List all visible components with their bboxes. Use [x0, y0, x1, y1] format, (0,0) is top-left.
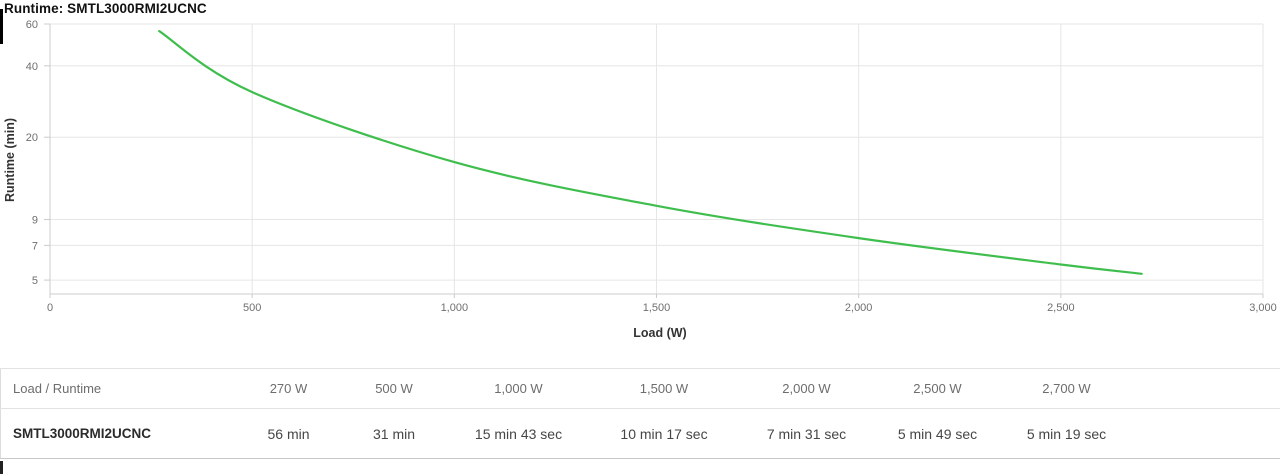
y-tick-label: 7: [32, 240, 38, 252]
runtime-cell-2000w: 7 min 31 sec: [739, 408, 874, 459]
col-header-270w: 270 W: [237, 368, 340, 409]
x-axis-title: Load (W): [633, 326, 686, 340]
runtime-cell-filler: [1131, 408, 1280, 459]
model-name-cell: SMTL3000RMI2UCNC: [0, 408, 238, 459]
x-tick-label: 2,000: [845, 302, 873, 314]
runtime-cell-500w: 31 min: [339, 408, 449, 459]
table-header-row: Load / Runtime 270 W 500 W 1,000 W 1,500…: [0, 368, 1280, 409]
col-header-filler: [1131, 368, 1280, 409]
y-tick-label: 20: [26, 132, 38, 144]
runtime-curve: [158, 30, 1143, 275]
col-header-1500w: 1,500 W: [588, 368, 740, 409]
x-tick-label: 1,500: [643, 302, 671, 314]
x-tick-label: 500: [243, 302, 261, 314]
runtime-cell-270w: 56 min: [237, 408, 340, 459]
runtime-cell-2500w: 5 min 49 sec: [873, 408, 1002, 459]
page-title: Runtime: SMTL3000RMI2UCNC: [4, 1, 207, 16]
table-corner-label: Load / Runtime: [0, 368, 238, 409]
y-tick-label: 9: [32, 215, 38, 227]
y-tick-label: 5: [32, 275, 38, 287]
x-tick-label: 3,000: [1249, 302, 1277, 314]
runtime-cell-1500w: 10 min 17 sec: [588, 408, 740, 459]
runtime-vs-load-chart: Runtime (min) Load (W) 60 40 20 9 7 5 0 500 1,00…: [3, 19, 1277, 340]
y-axis-title: Runtime (min): [3, 118, 17, 202]
col-header-2000w: 2,000 W: [739, 368, 874, 409]
x-tick-label: 1,000: [441, 302, 469, 314]
runtime-cell-2700w: 5 min 19 sec: [1001, 408, 1132, 459]
col-header-2700w: 2,700 W: [1001, 368, 1132, 409]
col-header-1000w: 1,000 W: [448, 368, 589, 409]
runtime-table: Load / Runtime 270 W 500 W 1,000 W 1,500…: [0, 368, 1280, 459]
x-tick-label: 2,500: [1047, 302, 1075, 314]
left-edge-marker-bottom: [0, 461, 3, 474]
col-header-2500w: 2,500 W: [873, 368, 1002, 409]
y-tick-label: 60: [26, 19, 38, 31]
table-row: SMTL3000RMI2UCNC 56 min 31 min 15 min 43…: [0, 408, 1280, 459]
runtime-cell-1000w: 15 min 43 sec: [448, 408, 589, 459]
x-tick-label: 0: [47, 302, 53, 314]
y-tick-label: 40: [26, 61, 38, 73]
left-edge-marker-top: [0, 9, 3, 44]
col-header-500w: 500 W: [339, 368, 449, 409]
